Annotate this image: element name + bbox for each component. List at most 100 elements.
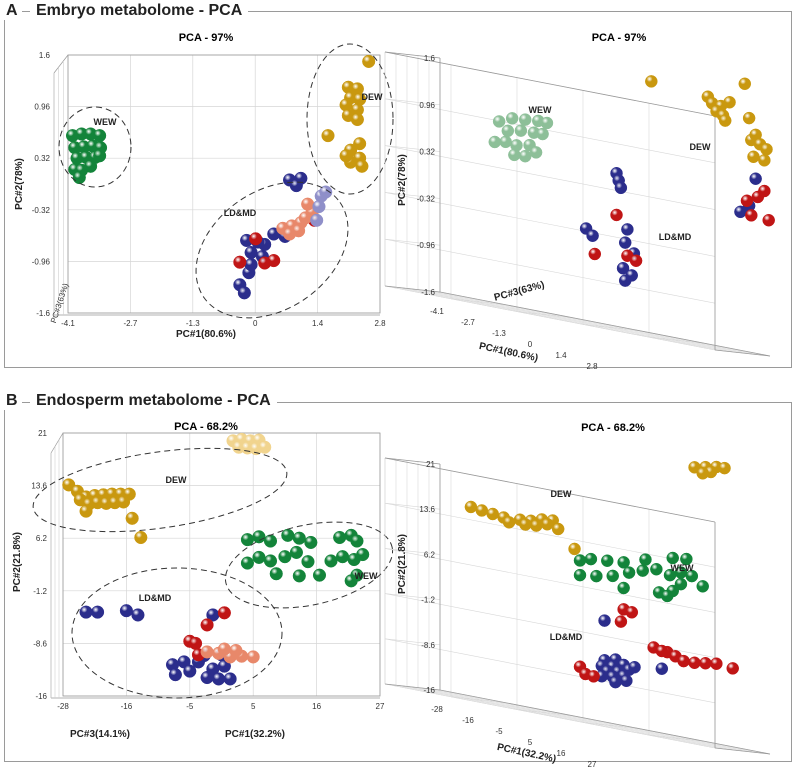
B-3d-group-label: WEW <box>671 563 694 573</box>
A-front-group-label: DEW <box>362 92 384 102</box>
A-front-y-axis-label: PC#2(78%) <box>14 158 25 210</box>
A-3d-x-tick: -2.7 <box>461 318 475 327</box>
B-front-point-wew <box>252 550 266 564</box>
B-front-depth-edge <box>50 432 64 454</box>
B-front-plot-frame <box>62 432 381 697</box>
A-3d-point-ldmd <box>618 236 632 249</box>
B-front-point-ldmd <box>91 605 105 619</box>
B-3d-point-ldmd <box>699 656 712 670</box>
B-front-point-wew <box>312 568 327 582</box>
B-3d-point-ldmd <box>614 615 628 628</box>
A-3d-z-axis-label: PC#3(63%) <box>493 280 546 304</box>
B-3d-point-ldmd <box>655 644 669 658</box>
B-front-point-wew <box>278 550 292 564</box>
B-front-point-ldmd <box>223 672 237 686</box>
B-3d-point-dew <box>486 507 499 521</box>
B-3d-point-wew <box>685 569 699 583</box>
A-3d-point-dew <box>723 96 736 109</box>
B-3d-point-wew <box>696 580 709 593</box>
B-front-group-label: WEW <box>355 571 378 581</box>
A-3d-point-wew <box>508 148 521 162</box>
B-3d-group-label: DEW <box>551 489 573 499</box>
A-3d-y-tick: -1.6 <box>421 288 435 297</box>
B-3d-y-tick: -8.6 <box>421 641 435 650</box>
B-3d-point-wew <box>636 564 649 577</box>
A-front-y-tick: -1.6 <box>36 309 50 318</box>
A-front-point-ldmd <box>310 213 324 227</box>
A-3d-point-ldmd <box>740 194 754 208</box>
A-3d-group-label: WEW <box>529 105 552 115</box>
A-3d-axis-edge <box>384 51 716 117</box>
B-3d-point-wew <box>584 552 598 566</box>
B-front-y-axis-label: PC#2(21.8%) <box>12 532 23 592</box>
B-front-point-ldmd <box>200 618 214 632</box>
A-3d-point-wew <box>518 113 532 126</box>
A-front-x-axis-label: PC#1(80.6%) <box>176 329 236 340</box>
A-front-point-wew <box>93 149 107 163</box>
B-3d-point-dew <box>519 518 532 531</box>
B-3d-plot <box>384 457 771 755</box>
B-front-point-ldmd <box>183 664 197 678</box>
B-3d-point-ldmd <box>655 662 669 675</box>
B-front-point-dew <box>258 440 272 454</box>
A-front-point-ldmd <box>258 256 272 270</box>
B-front-x-tick: -16 <box>121 702 133 711</box>
A-front-point-dew <box>350 112 364 127</box>
A-front-point-dew <box>339 149 353 163</box>
B-front-y-tick: 13.6 <box>31 482 47 491</box>
B-3d-point-wew <box>617 581 630 595</box>
A-front-depth-edge <box>53 54 69 74</box>
A-3d-point-dew <box>742 111 756 125</box>
B-3d-point-wew <box>606 569 619 583</box>
B-front-point-ldmd <box>246 650 260 664</box>
A-3d-point-ldmd <box>762 213 775 227</box>
B-front-point-wew <box>292 531 306 545</box>
A-3d-point-dew <box>718 114 732 127</box>
B-3d-point-wew <box>622 566 636 579</box>
A-3d-y-tick: 1.6 <box>424 54 436 63</box>
panel-a-frame <box>4 11 792 368</box>
A-3d-point-wew <box>514 124 528 137</box>
A-3d-point-ldmd <box>588 247 602 261</box>
A-3d-point-dew <box>645 75 658 88</box>
B-front-point-ldmd <box>217 642 231 656</box>
A-3d-point-ldmd <box>751 190 765 204</box>
A-3d-grid-side <box>384 98 441 106</box>
B-front-point-wew <box>240 533 254 547</box>
B-front-plot <box>32 432 394 699</box>
A-front-point-ldmd <box>244 258 258 272</box>
B-3d-y-tick: 13.6 <box>419 505 435 514</box>
B-front-point-ldmd <box>212 672 226 686</box>
B-3d-grid-floor <box>428 688 760 754</box>
A-3d-point-wew <box>499 135 512 149</box>
A-3d-point-ldmd <box>749 172 762 185</box>
B-3d-grid-side <box>384 548 441 555</box>
B-3d-group-label: LD&MD <box>550 632 583 642</box>
B-3d-point-ldmd <box>710 657 723 670</box>
B-3d-point-dew <box>718 461 731 475</box>
A-3d-point-dew <box>760 143 773 156</box>
panel-b-letter: B <box>2 392 22 410</box>
A-3d-point-ldmd <box>616 261 630 275</box>
B-3d-y-tick: 21 <box>426 460 435 469</box>
B-3d-x-tick: 5 <box>528 738 533 747</box>
A-3d-point-ldmd <box>621 223 634 236</box>
A-3d-axis-edge <box>384 285 441 293</box>
panel-b-title: Endosperm metabolome - PCA <box>30 392 277 410</box>
B-front-x-tick: 5 <box>251 702 256 711</box>
A-3d-grid-side <box>384 238 441 246</box>
A-front-y-tick: 0.32 <box>34 154 50 163</box>
A-3d-grid-side <box>384 145 441 152</box>
A-3d-x-tick: 2.8 <box>586 362 598 371</box>
B-front-x-tick: 27 <box>376 702 385 711</box>
B-3d-point-wew <box>650 562 663 576</box>
B-3d-y-tick: -16 <box>423 686 435 695</box>
A-3d-title: PCA - 97% <box>592 32 647 44</box>
B-3d-grid-side <box>384 593 441 600</box>
B-3d-point-wew <box>666 551 679 565</box>
B-3d-point-ldmd <box>587 670 600 683</box>
A-front-point-dew <box>355 159 369 173</box>
B-3d-grid-side <box>384 638 441 646</box>
B-front-point-wew <box>350 568 364 582</box>
